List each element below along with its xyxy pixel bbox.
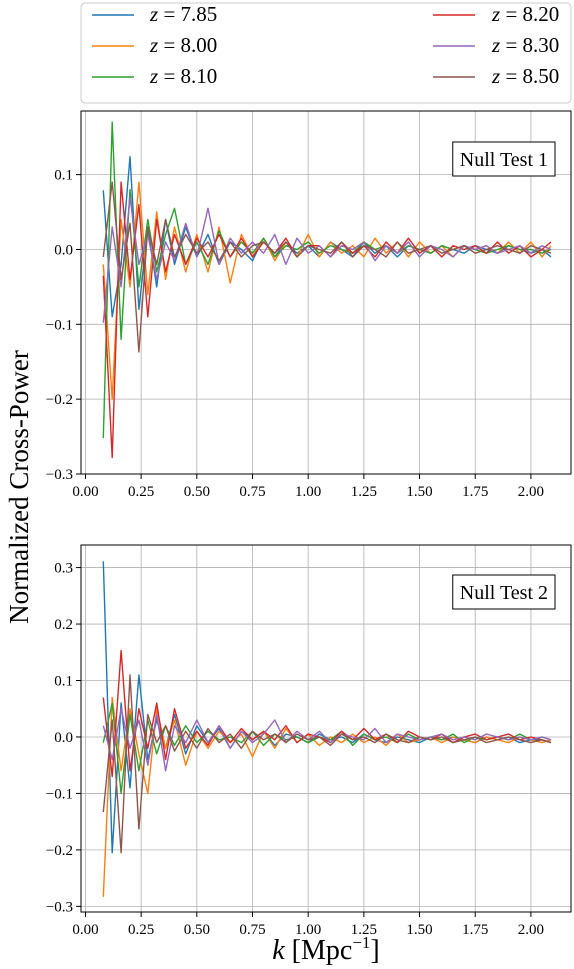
legend-label-symbol: z [491,2,500,26]
legend-label-value: = 7.85 [158,2,217,26]
x-tick-label: 1.25 [351,484,377,500]
legend-label-symbol: z [491,64,500,88]
series-line [102,196,552,323]
x-tick-label: 0.50 [184,484,210,500]
y-axis-label: Normalized Cross-Power [4,350,34,624]
series-group [102,121,552,459]
legend-label-symbol: z [149,2,158,26]
legend-frame [80,2,572,104]
series-line [102,649,552,778]
x-tick-label: 2.00 [518,922,544,938]
plot-frame [80,544,572,913]
legend-item: z = 8.00 [92,33,217,57]
y-tick-label: −0.2 [46,392,73,408]
panel-null-test-1: 0.00 0.25 0.50 0.75 1.00 1.25 1.50 1.75 2.00 −0.3… [46,110,572,500]
x-axis-label-exponent: −1 [352,933,370,952]
series-line [102,674,552,854]
legend-label-value: = 8.10 [158,64,217,88]
panel-title: Null Test 2 [452,574,556,610]
y-tick-label: 0.1 [54,674,73,690]
legend-item: z = 8.10 [92,64,217,88]
x-tick-label: 1.25 [351,922,377,938]
x-tick-label: 2.00 [518,484,544,500]
x-tick-label: 0.00 [72,922,98,938]
x-axis-label-symbol: k [272,935,285,966]
y-tick-label: −0.2 [46,843,73,859]
legend-item: z = 8.50 [433,64,559,88]
panel-null-test-2: 0.00 0.25 0.50 0.75 1.00 1.25 1.50 1.75 2.00 −0.3… [46,544,572,938]
legend-label: z = 8.20 [491,2,559,26]
legend-label: z = 8.30 [491,33,559,57]
plot-frame [80,110,572,475]
legend-label-value: = 8.20 [500,2,559,26]
series-line [102,156,552,318]
x-tick-label: 0.25 [128,922,154,938]
y-tick-label: 0.3 [54,561,73,577]
x-axis-label: k [Mpc−1] [272,933,380,966]
legend-label: z = 8.00 [149,33,217,57]
legend-label: z = 8.50 [491,64,559,88]
x-tick-label: 0.50 [184,922,210,938]
series-line [102,181,552,459]
x-axis-label-unit: [Mpc [285,935,353,966]
y-tick-label: −0.1 [46,786,73,802]
panel-title-text: Null Test 2 [460,582,548,604]
x-tick-label: 0.75 [239,922,265,938]
y-tick-label: 0.0 [54,242,73,258]
series-line [102,181,552,353]
x-tick-label: 0.00 [72,484,98,500]
series-line [102,696,552,897]
y-tick-label: −0.3 [46,899,73,915]
panel-title-text: Null Test 1 [460,149,548,171]
legend-label: z = 8.10 [149,64,217,88]
legend-item: z = 8.30 [433,33,559,57]
x-tick-label: 1.75 [462,484,488,500]
panel-title-box [452,574,556,610]
x-tick-label: 1.50 [406,922,432,938]
legend-label-symbol: z [149,33,158,57]
x-tick-label: 0.75 [239,484,265,500]
y-tick-label: −0.1 [46,317,73,333]
y-tick-label: 0.0 [54,730,73,746]
legend-label: z = 7.85 [149,2,217,26]
y-tick-label: −0.3 [46,467,73,483]
series-line [102,708,552,772]
y-tick-label: 0.1 [54,168,73,184]
x-tick-label: 1.50 [406,484,432,500]
panel-title: Null Test 1 [452,141,556,177]
x-tick-label: 0.25 [128,484,154,500]
x-tick-label: 1.75 [462,922,488,938]
legend-label-value: = 8.50 [500,64,559,88]
x-tick-label: 1.00 [295,922,321,938]
legend-label-symbol: z [491,33,500,57]
legend-label-value: = 8.30 [500,33,559,57]
panel-title-box [452,141,556,177]
legend-item: z = 8.20 [433,2,559,26]
series-line [102,181,552,400]
legend: z = 7.85z = 8.00z = 8.10z = 8.20z = 8.30… [80,2,572,104]
x-axis-label-close: ] [370,935,379,966]
series-group [102,561,552,897]
legend-label-symbol: z [149,64,158,88]
legend-item: z = 7.85 [92,2,217,26]
x-tick-label: 1.00 [295,484,321,500]
y-tick-label: 0.2 [54,617,73,633]
legend-label-value: = 8.00 [158,33,217,57]
